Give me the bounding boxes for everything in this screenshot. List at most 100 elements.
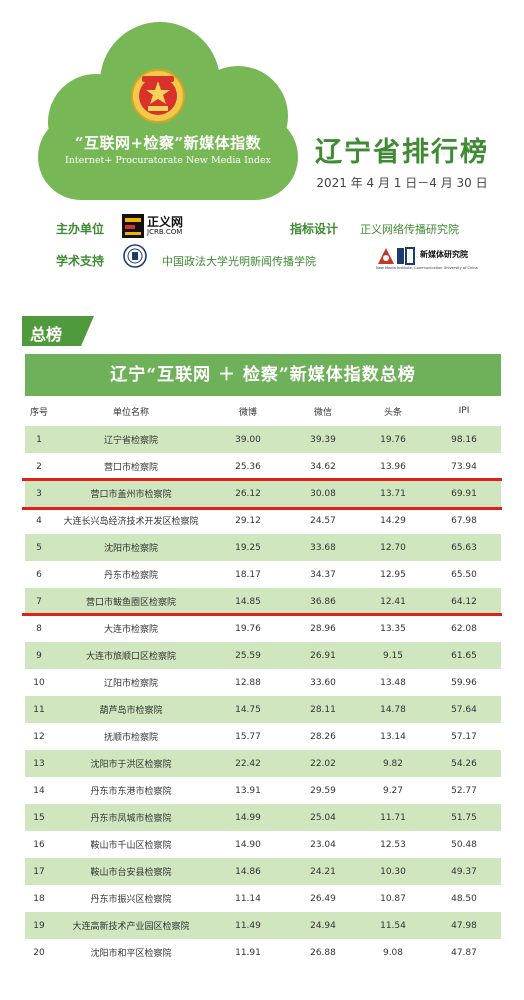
academic-support-label: 学术支持: [56, 254, 105, 268]
cell-unit-name: 大连高新技术产业园区检察院: [72, 922, 190, 932]
table-row: 7 营口市鲅鱼圈区检察院 14.85 36.86 12.41 64.12: [25, 588, 501, 615]
table-row: 3 营口市盖州市检察院 26.12 30.08 13.71 69.91: [25, 480, 501, 507]
cell-toutiao: 10.30: [380, 866, 406, 877]
cell-rank: 10: [33, 677, 45, 688]
cell-weibo: 13.91: [235, 785, 261, 796]
cell-weibo: 18.17: [235, 569, 261, 580]
cell-weibo: 11.91: [235, 947, 261, 958]
cell-weibo: 19.25: [235, 542, 261, 553]
table-row: 9 大连市旅顺口区检察院 25.59 26.91 9.15 61.65: [25, 642, 501, 669]
cell-unit-name: 丹东市振兴区检察院: [90, 895, 172, 905]
cell-toutiao: 13.35: [380, 623, 406, 634]
cell-rank: 14: [33, 785, 45, 796]
cell-rank: 5: [36, 542, 42, 553]
header: “互联网+检察”新媒体指数 Internet+ Procuratorate Ne…: [0, 0, 524, 300]
header-weibo: 微博: [238, 407, 257, 418]
cell-unit-name: 丹东市东港市检察院: [90, 787, 172, 797]
cell-unit-name: 鞍山市台安县检察院: [90, 868, 172, 878]
cell-wechat: 22.02: [310, 758, 336, 769]
cell-ipi: 98.16: [451, 434, 477, 445]
section-tag-background: [22, 316, 94, 346]
cell-toutiao: 12.70: [380, 542, 406, 553]
table-row: 12 抚顺市检察院 15.77 28.26 13.14 57.17: [25, 723, 501, 750]
cell-weibo: 12.88: [235, 677, 261, 688]
organizer-label: 主办单位: [56, 222, 105, 236]
cell-wechat: 28.11: [310, 704, 336, 715]
cell-wechat: 26.91: [310, 650, 336, 661]
table-row: 11 葫芦岛市检察院 14.75 28.11 14.78 57.64: [25, 696, 501, 723]
cell-rank: 2: [36, 461, 42, 472]
cell-weibo: 11.49: [235, 920, 261, 931]
table-row: 17 鞍山市台安县检察院 14.86 24.21 10.30 49.37: [25, 858, 501, 885]
cell-rank: 11: [33, 704, 45, 715]
cell-ipi: 50.48: [451, 839, 477, 850]
cell-unit-name: 大连市旅顺口区检察院: [85, 652, 176, 662]
cell-wechat: 24.57: [310, 515, 336, 526]
cell-ipi: 61.65: [451, 650, 477, 661]
new-media-institute-logo: 新媒体研究院 New Media Institute, Communicatio…: [376, 244, 494, 272]
cell-weibo: 15.77: [235, 731, 261, 742]
cell-ipi: 57.64: [451, 704, 477, 715]
cell-weibo: 14.90: [235, 839, 261, 850]
cell-ipi: 47.87: [451, 947, 477, 958]
cell-rank: 17: [33, 866, 45, 877]
table-row: 4 大连长兴岛经济技术开发区检察院 29.12 24.57 14.29 67.98: [25, 507, 501, 534]
date-range: 2021 年 4 月 1 日－4 月 30 日: [316, 176, 488, 190]
cell-weibo: 14.99: [235, 812, 261, 823]
cell-unit-name: 营口市盖州市检察院: [90, 490, 172, 500]
index-design-label: 指标设计: [290, 222, 339, 236]
cell-ipi: 62.08: [451, 623, 477, 634]
cell-ipi: 49.37: [451, 866, 477, 877]
cell-toutiao: 19.76: [380, 434, 406, 445]
cell-wechat: 24.21: [310, 866, 336, 877]
cell-toutiao: 12.53: [380, 839, 406, 850]
cell-ipi: 51.75: [451, 812, 477, 823]
cell-wechat: 34.62: [310, 461, 336, 472]
cell-rank: 1: [36, 434, 42, 445]
university-seal-icon: [123, 244, 147, 268]
cell-ipi: 69.91: [451, 488, 477, 499]
cell-unit-name: 沈阳市检察院: [103, 544, 158, 554]
jcrb-logo-icon: [122, 214, 144, 238]
institute-logo-icon: [378, 247, 415, 265]
jcrb-logo-sub: JCRB.COM: [147, 228, 183, 236]
header-toutiao: 头条: [383, 407, 402, 418]
cell-wechat: 25.04: [310, 812, 336, 823]
ranking-table: 辽宁“互联网 ＋ 检察”新媒体指数总榜 序号 单位名称 微博 微信 头条 IPI…: [25, 354, 501, 966]
jcrb-logo: 正义网 JCRB.COM: [122, 213, 206, 239]
cell-toutiao: 13.96: [380, 461, 406, 472]
slogan-english: Internet+ Procuratorate New Media Index: [64, 155, 272, 166]
cell-rank: 8: [36, 623, 42, 634]
cell-toutiao: 9.27: [382, 785, 404, 796]
cloud-banner: [38, 22, 298, 200]
cell-toutiao: 11.71: [380, 812, 406, 823]
cell-unit-name: 大连市检察院: [103, 625, 158, 635]
cell-unit-name: 沈阳市于洪区检察院: [90, 760, 172, 770]
cell-unit-name: 营口市检察院: [103, 463, 158, 473]
cell-rank: 6: [36, 569, 42, 580]
cell-unit-name: 营口市鲅鱼圈区检察院: [85, 598, 176, 608]
table-row: 13 沈阳市于洪区检察院 22.42 22.02 9.82 54.26: [25, 750, 501, 777]
cell-rank: 7: [36, 596, 42, 607]
cell-toutiao: 12.95: [380, 569, 406, 580]
cell-unit-name: 沈阳市和平区检察院: [90, 949, 172, 959]
cell-unit-name: 大连长兴岛经济技术开发区检察院: [63, 517, 199, 527]
cell-wechat: 26.49: [310, 893, 336, 904]
cell-ipi: 65.63: [451, 542, 477, 553]
table-row: 10 辽阳市检察院 12.88 33.60 13.48 59.96: [25, 669, 501, 696]
institute-logo-text: 新媒体研究院: [420, 250, 468, 259]
cell-wechat: 33.68: [310, 542, 336, 553]
cell-weibo: 25.36: [235, 461, 261, 472]
cell-weibo: 29.12: [235, 515, 261, 526]
cell-unit-name: 辽宁省检察院: [103, 436, 158, 446]
academic-support-value: 中国政法大学光明新闻传播学院: [162, 255, 316, 268]
cell-weibo: 14.85: [235, 596, 261, 607]
cell-unit-name: 葫芦岛市检察院: [99, 706, 163, 716]
cell-unit-name: 辽阳市检察院: [103, 679, 158, 689]
cell-wechat: 24.94: [310, 920, 336, 931]
ranking-title: 辽宁省排行榜: [315, 137, 489, 168]
table-row: 1 辽宁省检察院 39.00 39.39 19.76 98.16: [25, 426, 501, 453]
cell-wechat: 28.96: [310, 623, 336, 634]
cell-toutiao: 13.14: [380, 731, 406, 742]
cell-toutiao: 11.54: [380, 920, 406, 931]
